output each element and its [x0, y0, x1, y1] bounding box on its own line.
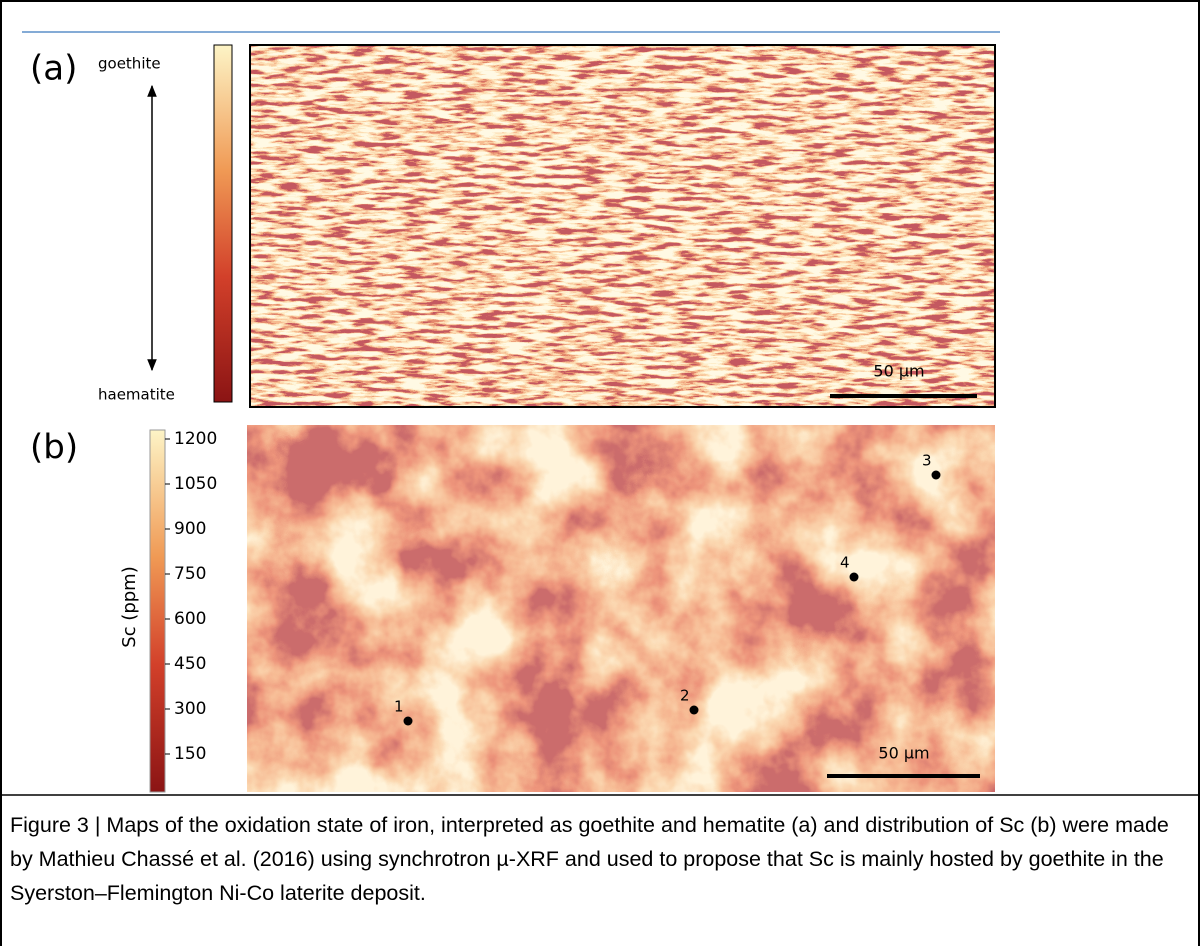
scale-bar-label: 50 µm	[878, 744, 929, 763]
colorbar-tick-label: 1200	[174, 429, 217, 449]
panel-label: (b)	[30, 428, 78, 468]
colorbar	[213, 44, 233, 403]
panel-label: (a)	[30, 49, 77, 89]
map-image	[249, 44, 996, 408]
colorbar-tick-label: 600	[174, 609, 206, 629]
caption: Figure 3 | Maps of the oxidation state o…	[10, 813, 1169, 905]
colorbar-title: Sc (ppm)	[119, 566, 140, 647]
sample-label: 3	[922, 452, 932, 470]
sample-point	[689, 705, 699, 715]
colorbar-tick-label: 150	[174, 744, 206, 764]
sample-label: 1	[394, 698, 404, 716]
sample-point	[849, 572, 859, 582]
colorbar-tick-label: 300	[174, 699, 206, 719]
colorbar-tick-label: 900	[174, 519, 206, 539]
sample-point	[403, 716, 413, 726]
map-frame	[249, 44, 996, 408]
colorbar-tick-label: 750	[174, 564, 206, 584]
colorbar	[149, 429, 166, 793]
colorbar-tick-label: 450	[174, 654, 206, 674]
colorbar-bottom-label: haematite	[98, 386, 175, 404]
scale-bar-label: 50 µm	[873, 362, 924, 381]
sample-point	[931, 470, 941, 480]
sample-label: 4	[840, 554, 850, 572]
sample-label: 2	[680, 687, 690, 705]
colorbar-tick-label: 1050	[174, 474, 217, 494]
colorbar-top-label: goethite	[98, 55, 161, 73]
map-image	[247, 425, 995, 792]
